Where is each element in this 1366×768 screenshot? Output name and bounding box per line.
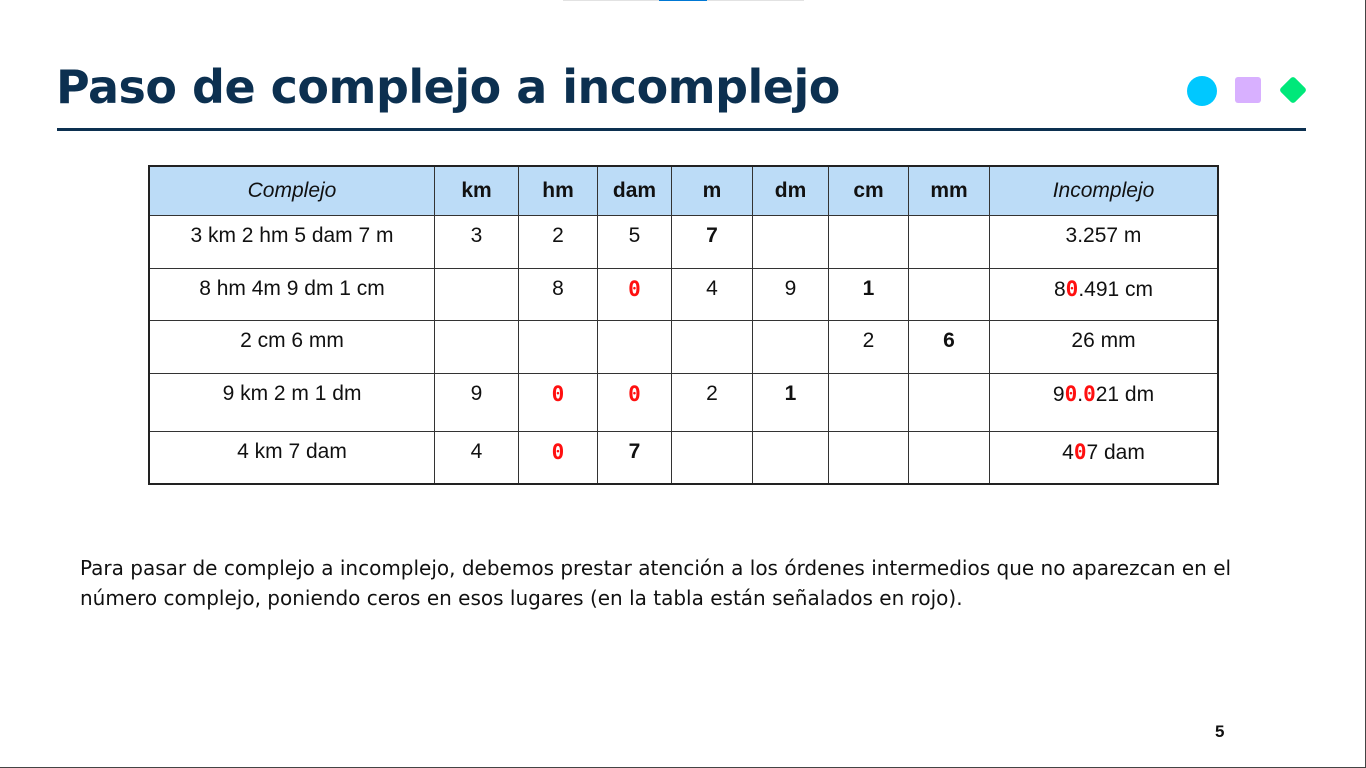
- unit-cell: 2: [828, 320, 909, 374]
- conversion-table: Complejo km hm dam m dm cm mm Incomplejo 3 km 2 …: [148, 165, 1219, 485]
- unit-cell: [671, 320, 753, 374]
- unit-cell: 5: [597, 215, 672, 269]
- unit-cell: [671, 431, 753, 484]
- incomplejo-cell: 90.021 dm: [989, 373, 1219, 432]
- unit-cell: 3: [434, 215, 519, 269]
- table-row: 8 hm 4m 9 dm 1 cm 8 0 4 9 1 80.491 cm: [148, 268, 1219, 321]
- incomplejo-text: 4: [1062, 441, 1074, 464]
- column-header: m: [671, 165, 753, 216]
- slide-title: Paso de complejo a incomplejo: [56, 60, 840, 114]
- table-row: 9 km 2 m 1 dm 9 0 0 2 1 90.021 dm: [148, 373, 1219, 432]
- column-header: cm: [828, 165, 909, 216]
- unit-cell: 2: [518, 215, 598, 269]
- unit-cell: [752, 215, 829, 269]
- unit-cell: [828, 373, 909, 432]
- incomplejo-cell: 3.257 m: [989, 215, 1219, 269]
- unit-cell: [828, 215, 909, 269]
- unit-cell: 1: [752, 373, 829, 432]
- unit-cell: [828, 431, 909, 484]
- incomplejo-cell: 26 mm: [989, 320, 1219, 374]
- unit-cell: 4: [671, 268, 753, 321]
- complejo-cell: 8 hm 4m 9 dm 1 cm: [148, 268, 435, 321]
- unit-cell: [518, 320, 598, 374]
- incomplejo-text: .: [1077, 383, 1084, 406]
- diamond-icon: [1278, 75, 1308, 105]
- unit-cell: 7: [671, 215, 753, 269]
- incomplejo-text: 8: [1053, 278, 1066, 301]
- unit-cell: 9: [434, 373, 519, 432]
- column-header: Incomplejo: [989, 165, 1219, 216]
- incomplejo-text: 26 mm: [1071, 329, 1136, 352]
- table-row: 3 km 2 hm 5 dam 7 m 3 2 5 7 3.257 m: [148, 215, 1219, 269]
- unit-cell: [908, 268, 990, 321]
- incomplejo-text: 3.257 m: [1065, 224, 1142, 247]
- complejo-cell: 2 cm 6 mm: [148, 320, 435, 374]
- complejo-cell: 3 km 2 hm 5 dam 7 m: [148, 215, 435, 269]
- page-number: 5: [1215, 722, 1225, 741]
- unit-cell: 0: [518, 431, 598, 484]
- unit-cell: [908, 431, 990, 484]
- incomplejo-text: 21 dm: [1095, 383, 1155, 406]
- unit-cell: 9: [752, 268, 829, 321]
- incomplejo-text: 7 dam: [1086, 441, 1145, 464]
- unit-cell: 6: [908, 320, 990, 374]
- incomplejo-text: 9: [1052, 383, 1065, 406]
- incomplejo-cell: 80.491 cm: [989, 268, 1219, 321]
- table-row: 4 km 7 dam 4 0 7 407 dam: [148, 431, 1219, 484]
- unit-cell: 0: [597, 268, 672, 321]
- title-divider: [57, 128, 1306, 131]
- unit-cell: 0: [518, 373, 598, 432]
- unit-cell: [752, 320, 829, 374]
- added-zero: 0: [1083, 382, 1096, 406]
- unit-cell: 4: [434, 431, 519, 484]
- unit-cell: 7: [597, 431, 672, 484]
- unit-cell: [908, 215, 990, 269]
- explanation-paragraph: Para pasar de complejo a incomplejo, deb…: [80, 556, 1232, 610]
- unit-cell: [908, 373, 990, 432]
- scrollbar[interactable]: [563, 0, 804, 1]
- unit-cell: 1: [828, 268, 909, 321]
- complejo-cell: 9 km 2 m 1 dm: [148, 373, 435, 432]
- incomplejo-text: .491 cm: [1078, 278, 1154, 301]
- unit-cell: 0: [597, 373, 672, 432]
- unit-cell: [597, 320, 672, 374]
- added-zero: 0: [1073, 440, 1087, 464]
- column-header: km: [434, 165, 519, 216]
- unit-cell: 8: [518, 268, 598, 321]
- column-header: mm: [908, 165, 990, 216]
- complejo-cell: 4 km 7 dam: [148, 431, 435, 484]
- square-icon: [1235, 77, 1261, 103]
- incomplejo-cell: 407 dam: [989, 431, 1219, 484]
- unit-cell: [434, 268, 519, 321]
- column-header: dam: [597, 165, 672, 216]
- column-header: dm: [752, 165, 829, 216]
- added-zero: 0: [1065, 277, 1079, 301]
- unit-cell: [752, 431, 829, 484]
- circle-icon: [1187, 76, 1217, 106]
- unit-cell: [434, 320, 519, 374]
- column-header: Complejo: [148, 165, 435, 216]
- table-header-row: Complejo km hm dam m dm cm mm Incomplejo: [148, 165, 1219, 216]
- unit-cell: 2: [671, 373, 753, 432]
- column-header: hm: [518, 165, 598, 216]
- scrollbar-thumb[interactable]: [659, 0, 707, 1]
- table-row: 2 cm 6 mm 2 6 26 mm: [148, 320, 1219, 374]
- added-zero: 0: [1064, 382, 1078, 406]
